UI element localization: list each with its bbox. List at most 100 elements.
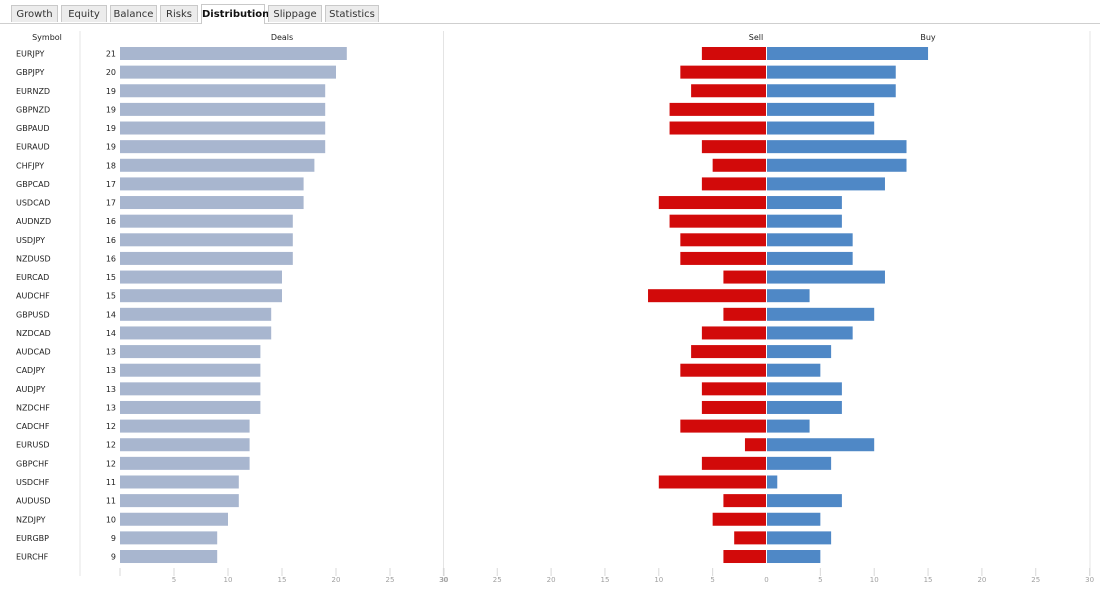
buy-bar (766, 419, 810, 433)
deals-bar (120, 177, 304, 191)
symbol-label: NZDCHF (16, 403, 50, 412)
buy-bar (766, 438, 875, 452)
deals-bar (120, 47, 347, 60)
deals-value-label: 16 (106, 217, 116, 226)
tab-slippage[interactable]: Slippage (268, 5, 322, 22)
tab-growth[interactable]: Growth (11, 5, 58, 22)
deals-bar (120, 531, 218, 545)
sell-bar (680, 65, 767, 79)
sell-bar (669, 214, 767, 228)
deals-value-label: 16 (106, 254, 116, 263)
buy-bar (766, 196, 842, 210)
buy-tick-label: 30 (1085, 576, 1094, 584)
tab-statistics[interactable]: Statistics (325, 5, 379, 22)
header-buy: Buy (920, 33, 936, 42)
buy-bar (766, 121, 875, 135)
sell-tick-label: 25 (493, 576, 502, 584)
sell-bar (701, 456, 767, 470)
deals-tick-label: 10 (224, 576, 233, 584)
deals-value-label: 19 (106, 87, 116, 96)
deals-value-label: 9 (111, 534, 116, 543)
tab-risks[interactable]: Risks (160, 5, 198, 22)
sell-bar (680, 419, 767, 433)
buy-tick-label: 20 (977, 576, 986, 584)
deals-bar (120, 345, 261, 359)
buy-bar (766, 494, 842, 508)
sell-bar (680, 251, 767, 265)
deals-value-label: 15 (106, 292, 116, 301)
deals-value-label: 12 (106, 422, 116, 431)
buy-bar (766, 456, 832, 470)
sell-bar (701, 326, 767, 340)
buy-bar (766, 251, 853, 265)
symbol-label: USDCAD (16, 199, 50, 208)
buy-bar (766, 177, 885, 191)
deals-value-label: 12 (106, 459, 116, 468)
symbol-label: AUDCAD (16, 348, 51, 357)
header-symbol: Symbol (32, 33, 62, 42)
deals-value-label: 18 (106, 161, 116, 170)
sell-bar (701, 382, 767, 396)
deals-value-label: 19 (106, 124, 116, 133)
header-sell: Sell (749, 33, 763, 42)
deals-value-label: 11 (106, 478, 116, 487)
deals-bar (120, 65, 336, 79)
symbol-label: AUDCHF (16, 292, 50, 301)
tab-equity[interactable]: Equity (61, 5, 107, 22)
deals-value-label: 21 (106, 50, 116, 59)
deals-bar (120, 512, 228, 526)
sell-bar (701, 177, 767, 191)
tab-bar: Growth Equity Balance Risks Distribution Slip… (0, 0, 1100, 24)
deals-bar (120, 233, 293, 247)
buy-tick-label: 25 (1031, 576, 1040, 584)
deals-bar (120, 121, 326, 135)
symbol-label: GBPNZD (16, 105, 50, 114)
symbol-label: GBPCHF (16, 459, 49, 468)
sell-bar (701, 400, 767, 414)
symbol-label: AUDJPY (16, 385, 45, 394)
symbol-label: USDJPY (16, 236, 45, 245)
tab-distribution[interactable]: Distribution (201, 4, 269, 24)
deals-bar (120, 102, 326, 116)
buy-bar (766, 382, 842, 396)
sell-bar (648, 289, 767, 303)
buy-bar (766, 84, 896, 98)
buy-bar (766, 475, 778, 489)
sell-bar (723, 494, 767, 508)
symbol-label: NZDUSD (16, 254, 51, 263)
deals-bar (120, 550, 218, 564)
deals-value-label: 17 (106, 199, 116, 208)
sell-bar (701, 140, 767, 154)
symbol-label: CADCHF (16, 422, 50, 431)
deals-value-label: 12 (106, 441, 116, 450)
deals-bar (120, 494, 239, 508)
deals-value-label: 11 (106, 497, 116, 506)
buy-bar (766, 512, 821, 526)
symbol-label: EURJPY (16, 50, 44, 59)
symbol-label: GBPCAD (16, 180, 50, 189)
buy-tick-label: 15 (924, 576, 933, 584)
symbol-label: EURNZD (16, 87, 50, 96)
deals-tick-label: 15 (278, 576, 287, 584)
buy-bar (766, 102, 875, 116)
buy-bar (766, 233, 853, 247)
sell-bar (658, 475, 767, 489)
sell-bar (680, 233, 767, 247)
deals-value-label: 16 (106, 236, 116, 245)
deals-value-label: 17 (106, 180, 116, 189)
buy-bar (766, 158, 907, 172)
deals-bar (120, 251, 293, 265)
deals-value-label: 9 (111, 553, 116, 562)
buy-bar (766, 289, 810, 303)
buy-bar (766, 307, 875, 321)
symbol-label: NZDCAD (16, 329, 51, 338)
deals-bar (120, 363, 261, 377)
deals-bar (120, 475, 239, 489)
deals-tick-label: 20 (332, 576, 341, 584)
sell-tick-label: 20 (547, 576, 556, 584)
header-deals: Deals (271, 33, 293, 42)
symbol-label: CHFJPY (16, 161, 44, 170)
sell-bar (712, 158, 767, 172)
tab-balance[interactable]: Balance (110, 5, 157, 22)
